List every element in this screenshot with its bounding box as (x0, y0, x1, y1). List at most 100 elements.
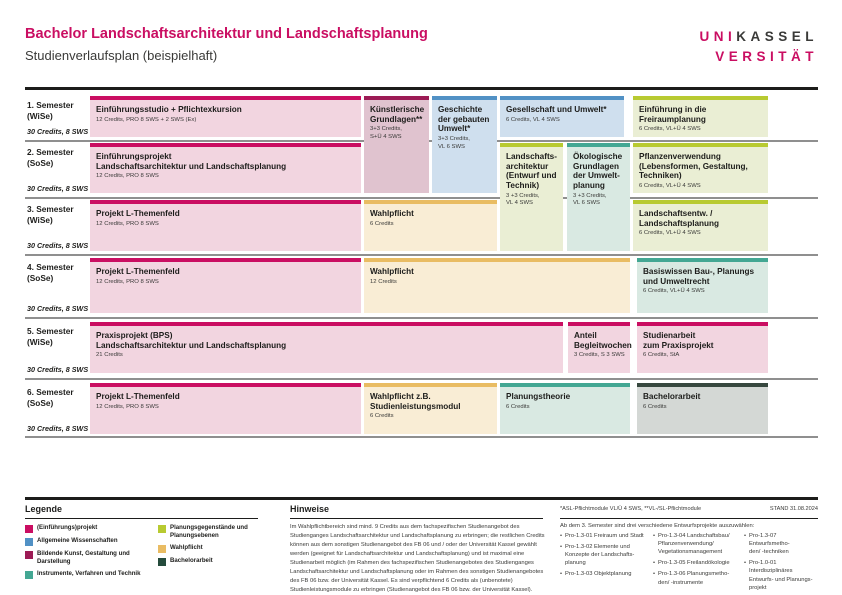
module-gesellschaft-und-umwelt: Gesellschaft und Umwelt* 6 Credits, VL 4… (500, 96, 624, 137)
module-praxisprojekt-bps: Praxisprojekt (BPS) Landschaftsarchitekt… (90, 322, 563, 373)
semester-label-4: 4. Semester (SoSe) (27, 262, 74, 283)
module-title: Landschafts- architektur (Entwurf und Te… (506, 152, 557, 191)
legend-swatch (158, 557, 166, 566)
list-item: Pro-1.3-06 Planungsmetho- den/ -instrume… (653, 570, 739, 586)
semester-credits-6: 30 Credits, 8 SWS (27, 424, 89, 433)
module-color-bar (432, 96, 497, 100)
module-credits: 6 Credits (643, 403, 667, 410)
module-credits: 6 Credits, VL+Ü 4 SWS (639, 126, 701, 133)
list-item-text: Pro-1.3-06 Planungsmetho- den/ -instrume… (658, 571, 730, 586)
module-color-bar (90, 143, 361, 147)
legend-label: Bildende Kunst, Gestaltung und Darstellu… (37, 550, 130, 566)
module-title: Wahlpflicht (370, 267, 414, 276)
entwurfsprojekte-column-2: Pro-1.3-04 Landschaftsbau/ Pflanzenverwe… (653, 532, 739, 590)
legend-item-bildende-kunst: Bildende Kunst, Gestaltung und Darstellu… (25, 550, 145, 566)
legend-item-einfuehrungsprojekt: (Einführungs)projekt (25, 524, 150, 533)
module-anteil-begleitwochen: Anteil Begleitwochen 3 Credits, S 3 SWS (568, 322, 632, 373)
module-color-bar (500, 143, 563, 147)
module-title: Künstlerische Grundlagen** (370, 105, 425, 124)
legend-item-instrumente: Instrumente, Verfahren und Technik (25, 570, 150, 579)
list-item: Pro-1.3-04 Landschaftsbau/ Pflanzenverwe… (653, 532, 739, 556)
module-title: Praxisprojekt (BPS) Landschaftsarchitekt… (96, 331, 287, 350)
module-color-bar (90, 383, 361, 387)
module-einfuehrungsstudio: Einführungsstudio + Pflichtexkursion 12 … (90, 96, 361, 137)
module-wahlpflicht-6: Wahlpflicht z.B. Studienleistungsmodul 6… (364, 383, 497, 434)
legend-swatch (25, 524, 33, 533)
table-bottom-rule (25, 436, 818, 438)
module-title: Geschichte der gebauten Umwelt* (438, 105, 490, 134)
module-credits: 6 Credits (506, 403, 530, 410)
entwurfsprojekte-column-1: Pro-1.3-01 Freiraum und Stadt Pro-1.3-02… (560, 532, 650, 582)
logo-line-1: UNIKASSEL (699, 29, 818, 44)
module-title: Wahlpflicht (370, 209, 414, 218)
module-color-bar (90, 96, 361, 100)
legend-swatch (158, 524, 166, 533)
uni-kassel-logo: UNIKASSEL VERSITÄT (699, 26, 818, 66)
semester-credits-4: 30 Credits, 8 SWS (27, 304, 89, 313)
module-einfuehrung-freiraumplanung: Einführung in die Freiraumplanung 6 Cred… (633, 96, 768, 137)
module-color-bar (633, 96, 768, 100)
module-credits: 6 Credits, VL 4 SWS (506, 116, 560, 123)
module-wahlpflicht-3: Wahlpflicht 6 Credits (364, 200, 497, 251)
module-title: Wahlpflicht z.B. Studienleistungsmodul (370, 392, 461, 411)
module-credits: 6 Credits, VL+Ü 4 SWS (643, 288, 705, 295)
list-item-text: Pro-1.3-04 Landschaftsbau/ Pflanzenverwe… (658, 533, 730, 556)
module-pflanzenverwendung: Pflanzenverwendung (Lebensformen, Gestal… (633, 143, 768, 193)
module-credits: 12 Credits, PRO 8 SWS (96, 173, 159, 180)
legend-label: Planungsgegenstände und Planungsebenen (170, 524, 248, 540)
page-title: Bachelor Landschaftsarchitektur und Land… (25, 26, 428, 42)
module-projekt-l-themenfeld-3: Projekt L-Themenfeld 12 Credits, PRO 8 S… (90, 200, 361, 251)
module-credits: 6 Credits (370, 220, 394, 227)
module-credits: 12 Credits, PRO 8 SWS (96, 220, 159, 227)
footnote-row: *ASL-Pflichtmodule VL/Ü 4 SWS, **VL-/SL-… (560, 506, 818, 512)
header-rule (25, 87, 818, 90)
stand-date: STAND 31.08.2024 (769, 506, 818, 512)
module-title: Basiswissen Bau-, Planungs und Umweltrec… (643, 267, 755, 286)
module-title: Ökologische Grundlagen der Umwelt- planu… (573, 152, 623, 191)
module-title: Einführung in die Freiraumplanung (639, 105, 707, 124)
module-kuenstlerische-grundlagen: Künstlerische Grundlagen** 3+3 Credits, … (364, 96, 429, 193)
row-separator-4 (25, 317, 818, 319)
list-item-text: Pro-1.3-07 Entwurfsmetho- den/ -technike… (749, 533, 790, 556)
module-studienarbeit-praxisprojekt: Studienarbeit zum Praxisprojekt 6 Credit… (637, 322, 768, 373)
module-color-bar (637, 322, 768, 326)
module-credits: 6 Credits, VL+Ü 4 SWS (639, 230, 701, 237)
list-item: Pro-1.3-07 Entwurfsmetho- den/ -technike… (744, 532, 818, 556)
semester-credits-3: 30 Credits, 8 SWS (27, 241, 89, 250)
legend-label: Instrumente, Verfahren und Technik (37, 570, 141, 577)
module-projekt-l-themenfeld-6: Projekt L-Themenfeld 12 Credits, PRO 8 S… (90, 383, 361, 434)
list-item: Pro-1.3-05 Freilandökologie (653, 559, 739, 567)
list-item-text: Pro-1.3-01 Freiraum und Stadt (565, 533, 644, 539)
semester-label-1: 1. Semester (WiSe) (27, 100, 74, 121)
module-credits: 12 Credits, PRO 8 SWS + 2 SWS (Ex) (96, 116, 197, 123)
list-item: Pro-1.0-01 Interdisziplinäres Entwurfs- … (744, 559, 818, 591)
logo-uni: UNI (699, 29, 737, 44)
module-color-bar (637, 383, 768, 387)
module-color-bar (633, 143, 768, 147)
legend-label: Wahlpflicht (170, 544, 203, 551)
semester-label-3: 3. Semester (WiSe) (27, 204, 74, 225)
semester-label-6: 6. Semester (SoSe) (27, 387, 74, 408)
module-basiswissen-recht: Basiswissen Bau-, Planungs und Umweltrec… (637, 258, 768, 313)
list-item-text: Pro-1.3-03 Objektplanung (565, 571, 632, 578)
module-title: Projekt L-Themenfeld (96, 267, 180, 276)
module-color-bar (364, 96, 429, 100)
module-credits: 3 +3 Credits, VL 4 SWS (506, 192, 540, 207)
legend-heading-rule (25, 518, 258, 520)
legend-swatch (25, 550, 33, 559)
logo-versitaet: VERSITÄT (715, 48, 818, 64)
legend-swatch (25, 570, 33, 579)
row-separator-5 (25, 378, 818, 380)
notes-rule (560, 518, 818, 520)
module-title: Einführungsprojekt Landschaftsarchitektu… (96, 152, 287, 171)
list-item: Pro-1.3-03 Objektplanung (560, 570, 650, 578)
hinweise-heading: Hinweise (290, 504, 330, 514)
module-credits: 12 Credits, PRO 8 SWS (96, 278, 159, 285)
semester-credits-1: 30 Credits, 8 SWS (27, 127, 89, 136)
module-planungstheorie: Planungstheorie 6 Credits (500, 383, 630, 434)
module-credits: 21 Credits (96, 352, 123, 359)
module-credits: 3 Credits, S 3 SWS (574, 352, 625, 359)
module-color-bar (568, 322, 630, 326)
module-bachelorarbeit: Bachelorarbeit 6 Credits (637, 383, 768, 434)
